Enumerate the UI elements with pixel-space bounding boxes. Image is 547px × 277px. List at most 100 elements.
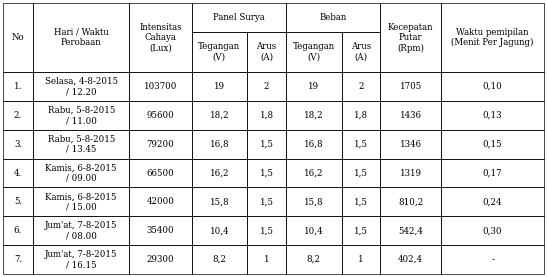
Bar [130, 188, 191, 216]
Text: 0,13: 0,13 [483, 111, 502, 120]
Bar [33, 72, 130, 101]
Text: 0,15: 0,15 [483, 140, 502, 149]
Bar [341, 72, 380, 101]
Bar [3, 216, 33, 245]
Text: 2: 2 [264, 82, 269, 91]
Text: Arus
(A): Arus (A) [351, 42, 371, 62]
Bar [191, 101, 247, 130]
Bar [341, 32, 380, 72]
Bar [286, 101, 341, 130]
Bar [191, 245, 247, 274]
Text: 0,10: 0,10 [482, 82, 503, 91]
Text: 5.: 5. [14, 198, 22, 206]
Text: 6.: 6. [14, 226, 22, 235]
Bar [380, 3, 441, 72]
Bar [3, 188, 33, 216]
Bar [441, 101, 544, 130]
Bar [286, 3, 380, 32]
Text: Selasa, 4-8-2015
/ 12.20: Selasa, 4-8-2015 / 12.20 [45, 77, 118, 96]
Bar [380, 188, 441, 216]
Text: 1,5: 1,5 [354, 168, 368, 178]
Bar [286, 188, 341, 216]
Text: 1,5: 1,5 [354, 140, 368, 149]
Bar [191, 130, 247, 159]
Text: Waktu pemipilan
(Menit Per Jagung): Waktu pemipilan (Menit Per Jagung) [451, 28, 534, 47]
Text: 10,4: 10,4 [210, 226, 229, 235]
Bar [341, 216, 380, 245]
Text: Panel Surya: Panel Surya [213, 13, 265, 22]
Text: 1436: 1436 [400, 111, 422, 120]
Bar [380, 245, 441, 274]
Text: 1.: 1. [14, 82, 22, 91]
Text: 542,4: 542,4 [398, 226, 423, 235]
Bar [247, 130, 286, 159]
Bar [33, 130, 130, 159]
Bar [380, 101, 441, 130]
Bar [341, 245, 380, 274]
Text: 0,17: 0,17 [483, 168, 502, 178]
Bar [286, 72, 341, 101]
Text: 79200: 79200 [147, 140, 174, 149]
Bar [3, 130, 33, 159]
Bar [3, 245, 33, 274]
Text: 0,24: 0,24 [483, 198, 502, 206]
Text: -: - [491, 255, 494, 264]
Text: 1,8: 1,8 [354, 111, 368, 120]
Text: 1: 1 [264, 255, 269, 264]
Bar [380, 130, 441, 159]
Bar [3, 3, 33, 72]
Text: 19: 19 [214, 82, 225, 91]
Bar [191, 32, 247, 72]
Bar [33, 159, 130, 188]
Bar [441, 159, 544, 188]
Bar [130, 130, 191, 159]
Bar [130, 72, 191, 101]
Bar [130, 101, 191, 130]
Text: 1,5: 1,5 [354, 198, 368, 206]
Bar [341, 188, 380, 216]
Text: 15,8: 15,8 [210, 198, 229, 206]
Text: 8,2: 8,2 [307, 255, 321, 264]
Text: 15,8: 15,8 [304, 198, 323, 206]
Text: 1705: 1705 [399, 82, 422, 91]
Text: 1319: 1319 [399, 168, 422, 178]
Text: 7.: 7. [14, 255, 22, 264]
Bar [341, 130, 380, 159]
Text: Rabu, 5-8-2015
/ 11.00: Rabu, 5-8-2015 / 11.00 [48, 106, 115, 125]
Text: Beban: Beban [319, 13, 347, 22]
Text: 16,8: 16,8 [304, 140, 323, 149]
Bar [286, 32, 341, 72]
Text: 95600: 95600 [147, 111, 174, 120]
Text: 66500: 66500 [147, 168, 174, 178]
Bar [130, 245, 191, 274]
Bar [3, 159, 33, 188]
Bar [191, 3, 286, 32]
Bar [441, 72, 544, 101]
Text: 1,8: 1,8 [259, 111, 274, 120]
Bar [33, 188, 130, 216]
Bar [33, 245, 130, 274]
Bar [441, 130, 544, 159]
Bar [130, 3, 191, 72]
Text: 2.: 2. [14, 111, 22, 120]
Text: 1,5: 1,5 [259, 168, 274, 178]
Text: 1,5: 1,5 [259, 198, 274, 206]
Text: Tegangan
(V): Tegangan (V) [199, 42, 241, 62]
Bar [441, 3, 544, 72]
Text: 19: 19 [308, 82, 319, 91]
Text: 1,5: 1,5 [354, 226, 368, 235]
Bar [441, 245, 544, 274]
Bar [33, 101, 130, 130]
Text: 10,4: 10,4 [304, 226, 323, 235]
Bar [247, 72, 286, 101]
Text: 42000: 42000 [147, 198, 174, 206]
Text: 18,2: 18,2 [304, 111, 323, 120]
Bar [441, 188, 544, 216]
Text: Arus
(A): Arus (A) [257, 42, 277, 62]
Bar [341, 159, 380, 188]
Bar [3, 72, 33, 101]
Text: Kamis, 6-8-2015
/ 15.00: Kamis, 6-8-2015 / 15.00 [45, 192, 117, 212]
Text: 16,2: 16,2 [210, 168, 229, 178]
Bar [286, 245, 341, 274]
Bar [33, 3, 130, 72]
